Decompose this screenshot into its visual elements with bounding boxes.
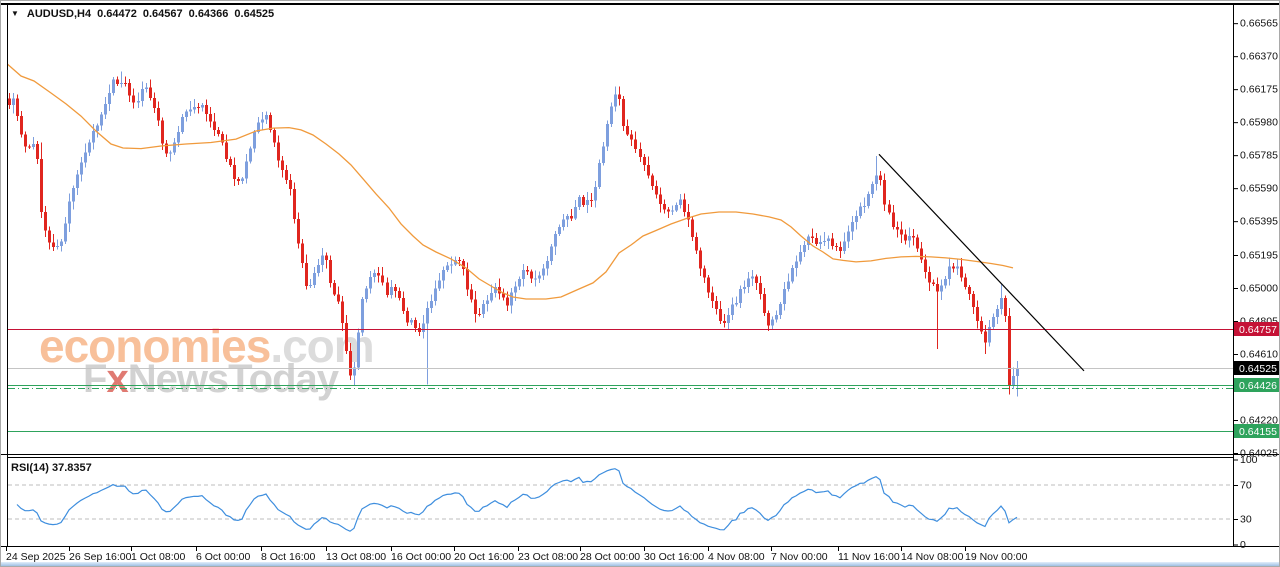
ohlc-high: 0.64567 — [142, 8, 183, 20]
price-tick-label: 0.66175 — [1240, 84, 1278, 96]
chart-menu-arrow-icon[interactable]: ▼ — [11, 9, 19, 18]
descending-trendline[interactable] — [878, 153, 1085, 372]
time-tick-label: 24 Sep 2025 — [6, 551, 66, 563]
price-badge — [1234, 322, 1279, 336]
time-tick-label: 30 Oct 16:00 — [644, 551, 704, 563]
rsi-panel — [8, 468, 1233, 532]
price-badge-label: 0.64525 — [1239, 363, 1277, 375]
time-tick-label: 6 Oct 00:00 — [196, 551, 250, 563]
time-tick-label: 19 Nov 00:00 — [965, 551, 1028, 563]
price-tick-label: 0.65395 — [1240, 216, 1278, 228]
price-tick-label: 0.64025 — [1240, 448, 1278, 460]
ohlc-readout: ▼ AUDUSD,H4 0.64472 0.64567 0.64366 0.64… — [11, 8, 274, 20]
rsi-indicator-label: RSI(14) 37.8357 — [11, 462, 92, 474]
ohlc-open: 0.64472 — [97, 8, 137, 20]
price-tick-label: 0.66370 — [1240, 51, 1278, 63]
time-tick-label: 1 Oct 08:00 — [131, 551, 185, 563]
time-tick-label: 16 Oct 00:00 — [391, 551, 451, 563]
rsi-tick-label: 0 — [1240, 539, 1246, 551]
rsi-tick-label: 100 — [1240, 454, 1258, 466]
time-tick-label: 7 Nov 00:00 — [771, 551, 828, 563]
price-axis: 0.66565 0.66370 0.66175 0.65980 0.65785 0.655… — [1233, 18, 1278, 551]
price-badge — [1234, 424, 1279, 438]
ohlc-close: 0.64525 — [234, 8, 275, 20]
price-tick-label: 0.65195 — [1240, 250, 1278, 262]
price-badges: 0.64757 0.64525 0.64426 0.64155 — [1234, 322, 1279, 438]
price-tick-label: 0.65980 — [1240, 117, 1278, 129]
time-tick-label: 26 Sep 16:00 — [69, 551, 132, 563]
moving-average-line — [8, 63, 1014, 300]
price-tick-label: 0.64610 — [1240, 349, 1278, 361]
candles-layer — [8, 71, 1019, 397]
price-tick-label: 0.64220 — [1240, 415, 1278, 427]
rsi-line — [16, 468, 1018, 532]
rsi-tick-label: 30 — [1240, 514, 1252, 526]
chart-frame — [1, 3, 1279, 547]
price-badge-label: 0.64426 — [1239, 380, 1277, 392]
price-badge-label: 0.64155 — [1239, 426, 1277, 438]
price-badge — [1234, 361, 1279, 375]
symbol-timeframe: AUDUSD,H4 — [26, 8, 92, 20]
time-axis: 24 Sep 2025 26 Sep 16:00 1 Oct 08:00 6 Oct … — [6, 547, 1028, 563]
price-badge — [1234, 378, 1279, 392]
time-tick-label: 14 Nov 08:00 — [901, 551, 964, 563]
time-tick-label: 4 Nov 08:00 — [708, 551, 765, 563]
window-bottom-edge — [1, 562, 1279, 566]
ohlc-low: 0.64366 — [188, 8, 229, 20]
time-tick-label: 20 Oct 16:00 — [454, 551, 514, 563]
time-tick-label: 28 Oct 00:00 — [580, 551, 640, 563]
price-tick-label: 0.66565 — [1240, 18, 1278, 30]
horizontal-levels[interactable] — [8, 329, 1233, 432]
time-tick-label: 13 Oct 08:00 — [326, 551, 386, 563]
time-tick-label: 8 Oct 16:00 — [261, 551, 315, 563]
price-tick-label: 0.65785 — [1240, 150, 1278, 162]
time-tick-label: 23 Oct 08:00 — [518, 551, 578, 563]
price-tick-label: 0.65000 — [1240, 283, 1278, 295]
price-tick-label: 0.65590 — [1240, 183, 1278, 195]
rsi-tick-label: 70 — [1240, 480, 1252, 492]
time-tick-label: 11 Nov 16:00 — [838, 551, 900, 563]
price-badge-label: 0.64757 — [1239, 324, 1277, 336]
